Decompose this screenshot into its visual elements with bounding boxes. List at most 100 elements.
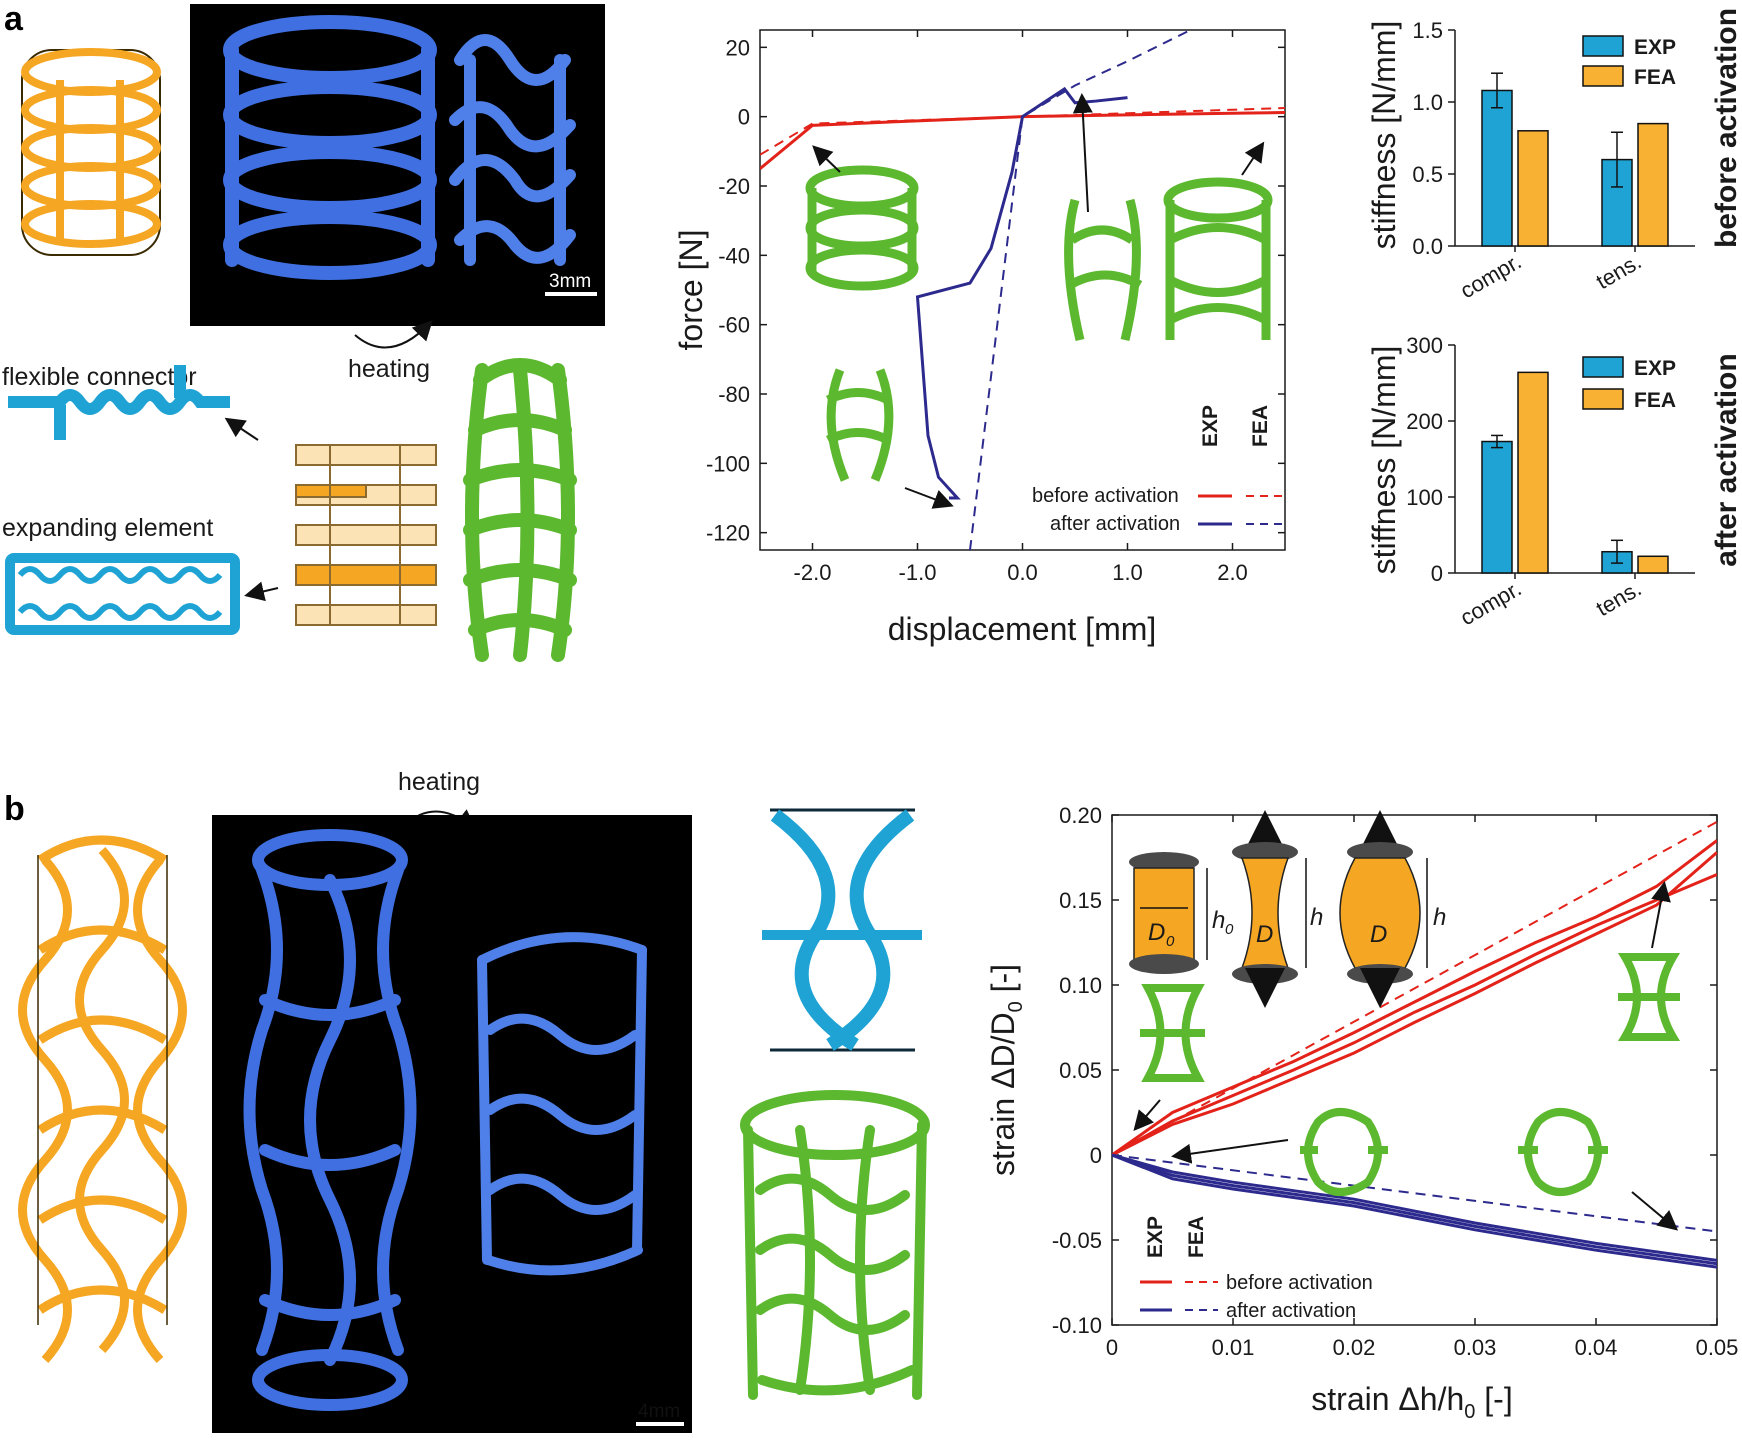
label-d-before: D (1256, 921, 1273, 948)
b1-legend-fea-swatch (1582, 65, 1624, 87)
fd-series-2-exp (915, 86, 1128, 500)
ss-legend-header-exp: EXP (1144, 1216, 1167, 1258)
b1-bar-fea-1 (1637, 122, 1669, 247)
ss-series-6-exp (1112, 1153, 1717, 1269)
ss-legend-after: after activation (1226, 1300, 1356, 1322)
fd-xtick-label: 2.0 (1217, 560, 1248, 585)
stiffness-after-chart: 0 100 200 300 compr. tens. EXP FEA stiffness … (1366, 333, 1742, 630)
inset-cylinder-3 (1064, 198, 1143, 342)
ss-legend-before: before activation (1226, 1272, 1373, 1294)
fd-ytick-label: -40 (718, 243, 750, 268)
b2-legend-fea: FEA (1634, 389, 1676, 412)
b2-legend-exp: EXP (1634, 357, 1676, 380)
ss-arrow-3 (1631, 1191, 1679, 1231)
b2-bar-fea-1 (1637, 555, 1669, 574)
arrow-expanding (244, 581, 279, 602)
fd-xtick-label: -1.0 (899, 560, 937, 585)
b1-side-label: before activation (1710, 8, 1742, 248)
b2-legend-exp-swatch (1582, 356, 1624, 378)
heating-arrow-a (354, 320, 433, 349)
fd-legend-before: before activation (1032, 485, 1179, 507)
b1-category-label: tens. (1592, 249, 1646, 295)
ss-ytick-label: 0 (1090, 1143, 1102, 1168)
b2-ylabel: stiffness [N/mm] (1366, 346, 1402, 575)
b1-category-label: compr. (1456, 249, 1526, 304)
ss-series-0-exp (1112, 839, 1717, 1157)
ss-series-3-fea (1112, 820, 1717, 1156)
hourglass-unit-cell (762, 808, 922, 1052)
heating-label-a: heating (348, 355, 430, 383)
fd-xtick-label: -2.0 (794, 560, 832, 585)
inset-cylinder-4 (1163, 177, 1273, 340)
ss-series-5-exp (1112, 1153, 1717, 1266)
inset-cylinder-1 (805, 165, 919, 291)
panel-b-letter: b (4, 790, 25, 828)
b1-ytick-label: 0.0 (1412, 234, 1443, 259)
fd-xtick-label: 0.0 (1007, 560, 1038, 585)
b2-ytick-label: 100 (1406, 485, 1443, 510)
ss-arrow-1 (1133, 1099, 1161, 1132)
ss-xlabel-unit: [-] (1475, 1381, 1512, 1417)
flexible-connector-label: flexible connector (2, 363, 197, 391)
ss-ylabel: strain ΔD/D0 [-] (985, 964, 1027, 1176)
b2-category-label: tens. (1592, 576, 1646, 622)
fd-ytick-label: 20 (726, 35, 750, 60)
b2-bar-exp-0 (1481, 440, 1513, 574)
stiffness-before-chart: 0.0 0.5 1.0 1.5 compr. tens. EXP FEA stiffnes… (1366, 8, 1742, 303)
fd-arrow-1 (812, 145, 841, 173)
inset-cylinder-2 (825, 368, 894, 482)
heating-label-b: heating (398, 768, 480, 796)
fd-ytick-label: -80 (718, 382, 750, 407)
fd-ytick-label: -20 (718, 174, 750, 199)
fd-xlabel: displacement [mm] (888, 611, 1157, 647)
strain-chart: 0 0.01 0.02 0.03 0.04 0.050.200.150.100.050-0… (985, 803, 1738, 1423)
b1-bar-exp-0 (1481, 89, 1513, 247)
b1-legend-exp-swatch (1582, 35, 1624, 57)
photo-stents-b: 4mm (212, 815, 692, 1433)
lattice-schematic (295, 444, 437, 626)
expanding-element-label: expanding element (2, 514, 213, 542)
arrow-connector (224, 417, 259, 441)
fd-legend-header-exp: EXP (1199, 405, 1222, 447)
ss-xtick-label: 0.01 (1212, 1335, 1255, 1360)
fd-arrow-3 (1072, 93, 1093, 213)
label-d0: D (1148, 919, 1165, 946)
fd-arrow-4 (1241, 141, 1265, 176)
ss-ytick-label: -0.05 (1052, 1228, 1102, 1253)
b1-legend-exp: EXP (1634, 36, 1676, 59)
b1-ytick-label: 1.0 (1412, 90, 1443, 115)
b2-category-label: compr. (1456, 576, 1526, 631)
fd-ytick-label: -60 (718, 313, 750, 338)
ss-xtick-label: 0.03 (1454, 1335, 1497, 1360)
fd-ytick-label: 0 (738, 105, 750, 130)
ss-series-4-exp (1112, 1153, 1717, 1262)
strain-unit-cells (1140, 953, 1681, 1196)
ss-xtick-label: 0.02 (1333, 1335, 1376, 1360)
b2-ytick-label: 300 (1406, 333, 1443, 358)
ss-xtick-label: 0.04 (1575, 1335, 1618, 1360)
label-h0: h (1212, 907, 1225, 934)
green-stent-simulation (740, 1090, 930, 1400)
b2-bar-fea-0 (1517, 371, 1549, 574)
fd-series-1-fea (760, 107, 1285, 156)
schematic-before: D h (1232, 810, 1323, 1008)
ss-xlabel: strain Δh/h0 [-] (1311, 1381, 1512, 1423)
b1-ytick-label: 0.5 (1412, 162, 1443, 187)
fd-ytick-label: -120 (706, 521, 750, 546)
ss-xlabel-sub: 0 (1464, 1401, 1475, 1423)
fd-xtick-label: 1.0 (1112, 560, 1143, 585)
ss-ylabel-main: strain ΔD/D (985, 1012, 1021, 1176)
strain-legend: EXP FEA before activation after activati… (1140, 1216, 1373, 1322)
b2-side-label: after activation (1710, 353, 1742, 566)
orange-cylinder-design-a (21, 48, 161, 256)
ss-series-2-exp (1112, 851, 1717, 1157)
force-displacement-chart: -2.0 -1.0 0.0 1.0 2.0 20 0 -20 -40 -60 -80 -100 -120 (673, 29, 1286, 647)
ss-ytick-label: 0.15 (1059, 888, 1102, 913)
ss-legend-header-fea: FEA (1185, 1216, 1208, 1258)
orange-stent-design-b (18, 835, 187, 1364)
ss-ytick-label: 0.05 (1059, 1058, 1102, 1083)
ss-xtick-label: 0.05 (1696, 1335, 1739, 1360)
ss-ytick-label: 0.10 (1059, 973, 1102, 998)
ss-ytick-label: -0.10 (1052, 1313, 1102, 1338)
scale-bar-label-a: 3mm (549, 271, 591, 292)
